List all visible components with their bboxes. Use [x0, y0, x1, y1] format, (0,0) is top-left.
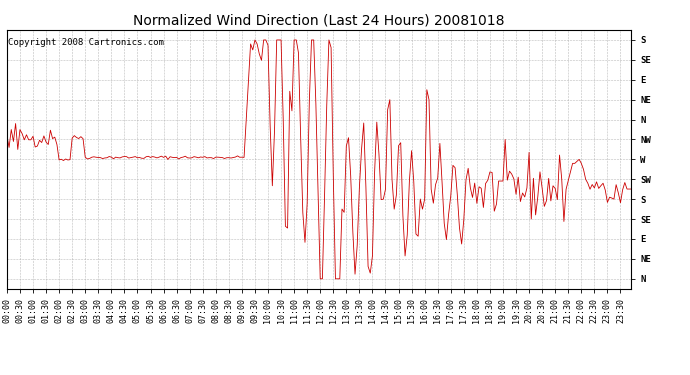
Title: Normalized Wind Direction (Last 24 Hours) 20081018: Normalized Wind Direction (Last 24 Hours… — [133, 13, 505, 27]
Text: Copyright 2008 Cartronics.com: Copyright 2008 Cartronics.com — [8, 38, 164, 47]
